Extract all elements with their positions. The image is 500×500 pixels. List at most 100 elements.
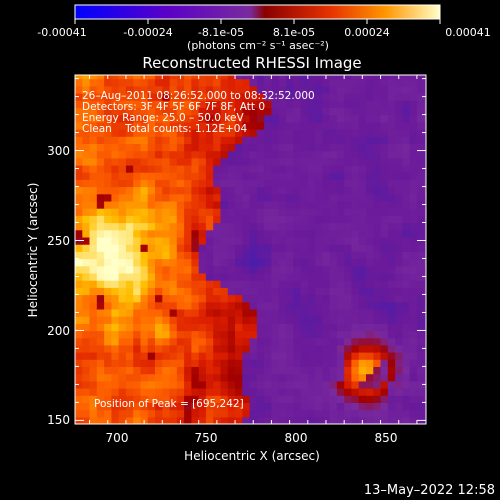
heatmap-cell	[278, 330, 287, 339]
heatmap-cell	[416, 129, 425, 137]
heatmap-cell	[191, 172, 200, 180]
heatmap-cell	[358, 78, 367, 87]
heatmap-cell	[147, 193, 156, 202]
heatmap-cell	[227, 215, 236, 224]
heatmap-cell	[256, 359, 265, 367]
heatmap-cell	[155, 150, 163, 159]
heatmap-cell	[227, 222, 236, 231]
heatmap-cell	[220, 344, 229, 353]
heatmap-cell	[220, 352, 229, 360]
heatmap-cell	[366, 380, 374, 389]
heatmap-cell	[307, 323, 316, 332]
heatmap-cell	[409, 193, 418, 202]
heatmap-cell	[322, 129, 331, 137]
heatmap-image	[75, 75, 426, 424]
heatmap-cell	[242, 179, 251, 188]
heatmap-cell	[344, 143, 353, 152]
heatmap-cell	[264, 294, 272, 303]
heatmap-cell	[125, 409, 134, 418]
heatmap-cell	[111, 272, 120, 281]
heatmap-cell	[162, 107, 171, 116]
heatmap-cell	[118, 330, 127, 339]
heatmap-cell	[125, 244, 134, 252]
heatmap-cell	[315, 129, 323, 137]
heatmap-cell	[249, 308, 258, 317]
heatmap-cell	[169, 93, 178, 101]
heatmap-cell	[329, 395, 338, 403]
heatmap-cell	[104, 380, 112, 389]
heatmap-cell	[329, 114, 338, 123]
heatmap-cell	[395, 100, 403, 108]
heatmap-cell	[366, 323, 374, 332]
heatmap-cell	[264, 301, 272, 310]
heatmap-cell	[82, 229, 91, 238]
heatmap-cell	[104, 200, 112, 209]
heatmap-cell	[344, 251, 353, 260]
heatmap-cell	[155, 409, 163, 418]
heatmap-cell	[125, 294, 134, 303]
heatmap-cell	[220, 301, 229, 310]
heatmap-cell	[366, 308, 374, 317]
heatmap-cell	[205, 344, 214, 353]
heatmap-cell	[220, 236, 229, 245]
heatmap-cell	[242, 164, 251, 173]
heatmap-cell	[264, 150, 272, 159]
heatmap-cell	[176, 150, 185, 159]
heatmap-cell	[147, 323, 156, 332]
heatmap-cell	[162, 222, 171, 231]
heatmap-cell	[191, 294, 200, 303]
heatmap-cell	[169, 172, 178, 180]
heatmap-cell	[205, 308, 214, 317]
heatmap-cell	[373, 114, 382, 123]
heatmap-cell	[235, 208, 243, 216]
heatmap-cell	[307, 409, 316, 418]
heatmap-cell	[118, 366, 127, 375]
heatmap-cell	[176, 136, 185, 144]
heatmap-cell	[125, 388, 134, 396]
heatmap-cell	[256, 265, 265, 274]
heatmap-cell	[424, 78, 426, 87]
heatmap-cell	[395, 272, 403, 281]
heatmap-cell	[278, 229, 287, 238]
heatmap-cell	[140, 301, 149, 310]
heatmap-cell	[278, 402, 287, 411]
heatmap-cell	[162, 416, 171, 424]
heatmap-cell	[89, 388, 98, 396]
heatmap-cell	[155, 164, 163, 173]
heatmap-cell	[162, 344, 171, 353]
heatmap-cell	[278, 114, 287, 123]
heatmap-cell	[125, 208, 134, 216]
heatmap-cell	[366, 316, 374, 324]
heatmap-cell	[89, 337, 98, 346]
heatmap-cell	[264, 75, 272, 80]
heatmap-cell	[336, 208, 345, 216]
heatmap-cell	[380, 359, 389, 367]
heatmap-cell	[118, 75, 127, 80]
heatmap-cell	[409, 121, 418, 130]
heatmap-cell	[249, 280, 258, 288]
heatmap-cell	[184, 121, 192, 130]
heatmap-cell	[307, 100, 316, 108]
heatmap-cell	[191, 215, 200, 224]
heatmap-cell	[387, 258, 396, 267]
heatmap-cell	[344, 272, 353, 281]
heatmap-cell	[235, 143, 243, 152]
heatmap-cell	[380, 344, 389, 353]
heatmap-cell	[344, 244, 353, 252]
heatmap-cell	[89, 258, 98, 267]
heatmap-cell	[373, 193, 382, 202]
heatmap-cell	[264, 287, 272, 296]
heatmap-cell	[424, 150, 426, 159]
heatmap-cell	[380, 186, 389, 195]
heatmap-cell	[256, 366, 265, 375]
heatmap-cell	[111, 366, 120, 375]
heatmap-cell	[220, 294, 229, 303]
heatmap-cell	[336, 121, 345, 130]
heatmap-cell	[205, 93, 214, 101]
heatmap-cell	[111, 164, 120, 173]
heatmap-cell	[344, 308, 353, 317]
heatmap-cell	[125, 236, 134, 245]
heatmap-cell	[300, 402, 309, 411]
heatmap-cell	[380, 272, 389, 281]
heatmap-cell	[264, 416, 272, 424]
